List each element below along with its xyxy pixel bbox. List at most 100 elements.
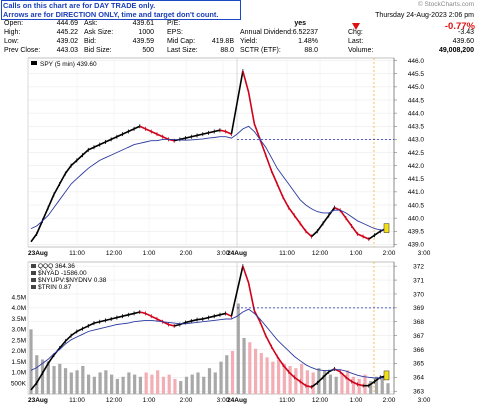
qqq-price-segment xyxy=(282,364,290,373)
qqq-x-tick-label: 1:00 xyxy=(350,397,363,404)
volume-label: Volume: xyxy=(348,47,374,54)
volume-bar xyxy=(369,381,373,394)
volume-bar xyxy=(305,370,309,394)
spy-price-segment xyxy=(236,70,244,103)
volume-bar xyxy=(173,378,177,394)
spy-price-segment xyxy=(293,215,301,224)
spy-price-segment xyxy=(30,233,38,243)
spy-price-segment xyxy=(64,165,72,174)
spy-x-tick-label: 3:00 xyxy=(217,250,230,257)
spy-price-segment xyxy=(259,139,267,156)
spy-price-segment xyxy=(128,128,135,133)
qqq-price-segment xyxy=(288,371,295,378)
volume-bar xyxy=(282,363,286,394)
volume-bar xyxy=(328,374,333,394)
ask-size-value: 1000 xyxy=(138,29,154,36)
volume-bar xyxy=(374,376,379,394)
spy-price-segment xyxy=(150,130,158,135)
volume-bar xyxy=(86,374,91,394)
qqq-price-segment xyxy=(196,318,203,321)
spy-x-tick-label: 12:00 xyxy=(106,250,123,257)
qqq-x-tick-label: 2:00 xyxy=(383,397,396,404)
volume-bar xyxy=(323,370,327,394)
spy-y-tick-label: 444.5 xyxy=(408,97,425,104)
bid-value: 439.59 xyxy=(132,38,154,45)
volume-bar xyxy=(98,372,102,394)
spy-y-tick-label: 444.0 xyxy=(408,110,425,117)
spy-y-tick-label: 440.5 xyxy=(408,202,425,209)
last-value: 439.60 xyxy=(452,38,474,45)
qqq-price-segment xyxy=(110,316,118,320)
spy-price-segment xyxy=(162,136,169,141)
eps-label: EPS: xyxy=(167,29,183,36)
spy-x-tick-label: 1:00 xyxy=(350,250,363,257)
qqq-legend-entry: $NYAD -1586.00 xyxy=(38,270,87,277)
qqq-price-segment xyxy=(299,380,307,387)
spy-price-segment xyxy=(185,135,192,139)
volume-bar xyxy=(271,361,275,394)
spy-price-segment xyxy=(362,235,370,240)
volume-bar xyxy=(150,374,154,394)
qqq-price-segment xyxy=(82,325,89,330)
qqq-price-segment xyxy=(345,376,353,383)
qqq-legend-entry: QQQ 364.36 xyxy=(38,263,75,270)
spy-price-segment xyxy=(276,183,284,198)
qqq-price-segment xyxy=(139,311,146,315)
spy-price-segment xyxy=(214,129,221,133)
qqq-x-tick-label: 11:00 xyxy=(279,397,295,404)
spy-price-segment xyxy=(105,138,112,143)
qqq-y-tick-label: 363 xyxy=(413,389,424,396)
volume-bar xyxy=(69,372,73,394)
spy-price-segment xyxy=(374,230,381,236)
bid-size-value: 500 xyxy=(142,47,154,54)
qqq-price-segment xyxy=(202,316,209,320)
volume-bar xyxy=(40,359,45,394)
qqq-price-segment xyxy=(116,315,123,319)
volume-bar xyxy=(236,303,240,394)
qqq-price-segment xyxy=(305,384,312,388)
spy-y-tick-label: 446.0 xyxy=(408,58,425,65)
volume-bar xyxy=(179,381,183,394)
qqq-price-segment xyxy=(225,312,232,317)
qqq-y-tick-label: 366 xyxy=(413,347,424,354)
spy-price-segment xyxy=(76,154,84,161)
spy-price-segment xyxy=(265,154,273,172)
qqq-x-tick-label: 2:00 xyxy=(180,397,193,404)
qqq-price-segment xyxy=(219,312,226,316)
qqq-price-segment xyxy=(293,376,301,383)
spy-price-segment xyxy=(47,194,55,208)
qqq-y-tick-label: 369 xyxy=(413,305,424,312)
spy-price-segment xyxy=(350,225,359,235)
spy-legend-swatch xyxy=(31,61,37,65)
qqq-price-segment xyxy=(322,371,330,378)
qqq-price-segment xyxy=(105,318,112,322)
qqq-price-segment xyxy=(87,322,95,327)
low-value: 439.02 xyxy=(56,38,78,45)
volume-bar xyxy=(294,368,298,394)
volume-tick-label: 1.0M xyxy=(12,370,26,377)
spy-price-segment xyxy=(282,196,290,209)
spy-price-segment xyxy=(133,125,141,130)
volume-bar xyxy=(340,372,344,394)
volume-bar xyxy=(75,370,79,394)
yield-label: Yield: xyxy=(240,38,258,45)
qqq-y-tick-label: 370 xyxy=(413,291,424,298)
volume-bar xyxy=(288,365,292,394)
prev-close-value: 443.03 xyxy=(56,47,78,54)
spy-price-segment xyxy=(208,130,215,134)
volume-bar xyxy=(46,361,50,394)
qqq-price-segment xyxy=(150,315,158,320)
qqq-price-segment xyxy=(99,319,106,323)
qqq-price-segment xyxy=(230,291,238,317)
pe-label: P/E: xyxy=(167,20,181,27)
volume-bar xyxy=(81,365,85,394)
qqq-x-tick-label: 12:00 xyxy=(312,397,329,404)
brand-watermark: © StockCharts.com xyxy=(417,1,474,8)
volume-bar xyxy=(58,363,62,394)
spy-price-segment xyxy=(230,102,238,135)
notice-line-1: Calls on this chart are for DAY TRADE on… xyxy=(3,1,156,10)
volume-bar xyxy=(380,378,384,394)
volume-bar xyxy=(386,383,390,394)
spy-price-segment xyxy=(225,130,232,135)
